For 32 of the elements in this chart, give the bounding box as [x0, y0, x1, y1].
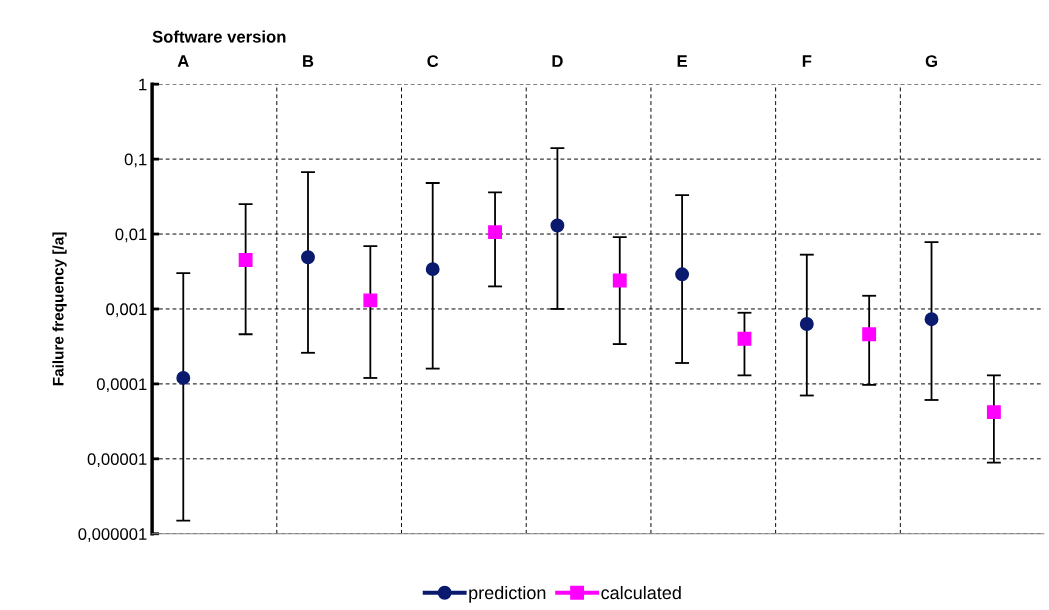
x-tick-label: F: [802, 55, 812, 67]
point: [799, 317, 814, 331]
x-tick-label: C: [427, 55, 439, 67]
x-axis-title: Software version: [152, 30, 286, 43]
y-tick-label: 0,000001: [78, 528, 147, 542]
point: [924, 312, 939, 327]
y-tick-label: 1: [139, 78, 147, 91]
x-tick-label: E: [677, 55, 688, 67]
point: [238, 253, 253, 267]
point: [425, 262, 440, 277]
point: [986, 405, 1001, 420]
x-tick-label: D: [552, 55, 563, 67]
x-tick-label: B: [303, 55, 314, 67]
point: [862, 327, 877, 342]
point: [363, 293, 378, 308]
y-tick-label: 0,00001: [87, 453, 147, 467]
point: [176, 371, 191, 385]
y-axis-title: Failure frequency [/a]: [52, 232, 67, 386]
point: [612, 273, 627, 288]
legend-label: calculated: [601, 585, 681, 600]
x-tick-label: G: [925, 55, 937, 67]
y-tick-label: 0,01: [115, 228, 147, 243]
point: [675, 267, 690, 282]
point: [488, 225, 502, 240]
point: [737, 331, 752, 346]
y-tick-label: 0,001: [106, 303, 147, 318]
y-tick-label: 0,0001: [96, 378, 147, 393]
point: [550, 218, 565, 233]
x-tick-label: A: [177, 55, 189, 67]
y-tick-label: 0,1: [124, 153, 147, 168]
legend-label: prediction: [469, 585, 546, 603]
point: [301, 250, 315, 265]
